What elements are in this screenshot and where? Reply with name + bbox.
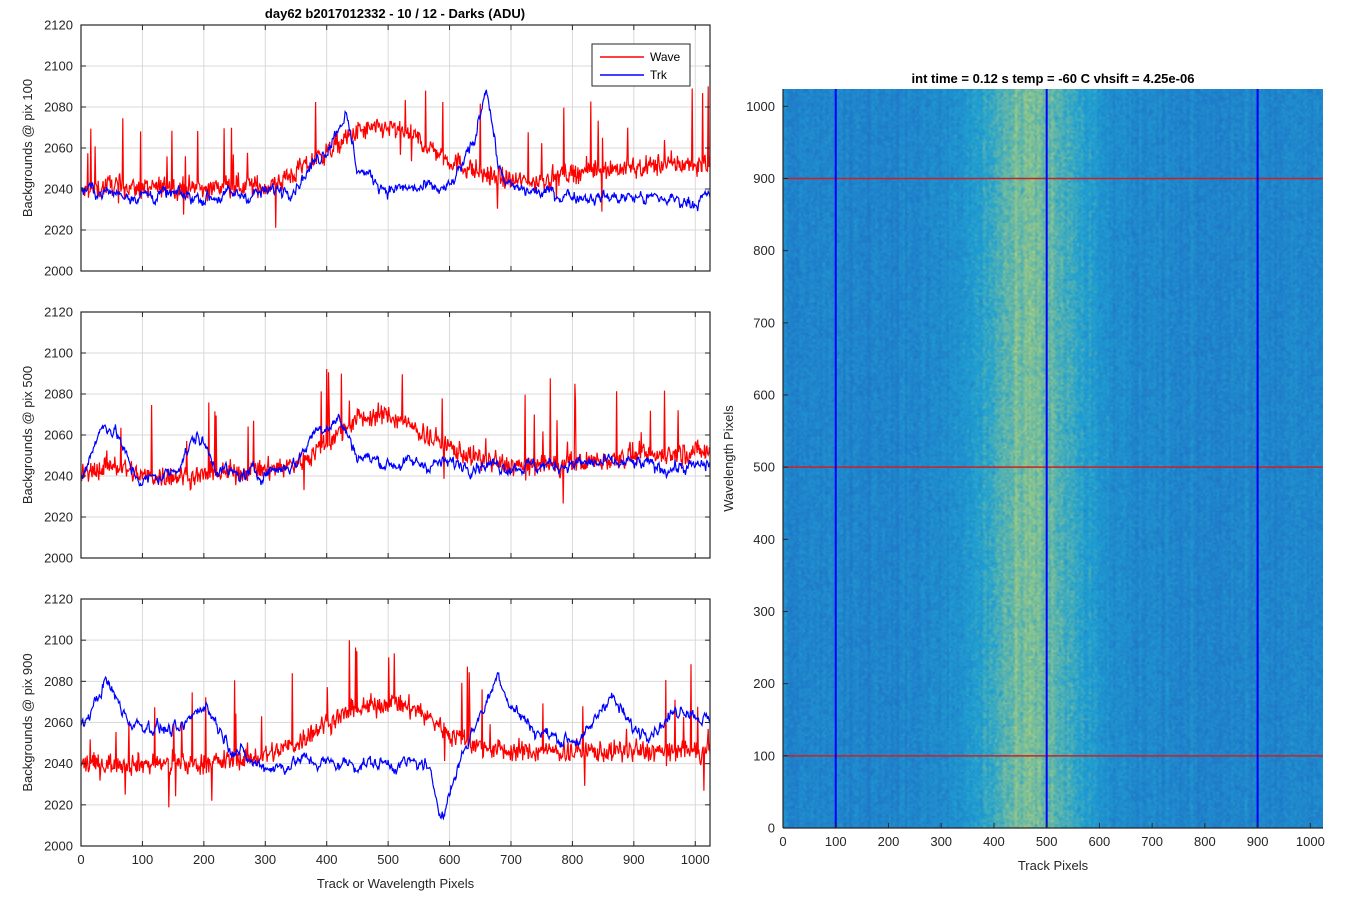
- legend: Wave Trk: [591, 43, 691, 87]
- y-tick-label: 2060: [44, 141, 73, 156]
- x-tick-label: 500: [377, 852, 399, 867]
- y-tick-label: 2040: [44, 756, 73, 771]
- y-tick-label: 2020: [44, 223, 73, 238]
- y-tick-label: 2020: [44, 510, 73, 525]
- x-tick-label: 1000: [1296, 834, 1325, 849]
- y-tick-label: 2100: [44, 346, 73, 361]
- legend-label-trk: Trk: [650, 68, 668, 82]
- x-tick-label: 0: [779, 834, 786, 849]
- y-axis-label: Backgrounds @ pix 500: [20, 366, 35, 504]
- heatmap-title: int time = 0.12 s temp = -60 C vhsift = …: [912, 71, 1195, 86]
- x-tick-label: 500: [1036, 834, 1058, 849]
- x-tick-label: 800: [1194, 834, 1216, 849]
- y-axis-label: Backgrounds @ pix 100: [20, 79, 35, 217]
- x-tick-label: 700: [1141, 834, 1163, 849]
- y-tick-label: 2040: [44, 469, 73, 484]
- y-tick-label: 700: [753, 315, 775, 330]
- y-tick-label: 2040: [44, 182, 73, 197]
- y-tick-label: 2000: [44, 551, 73, 566]
- y-tick-label: 300: [753, 604, 775, 619]
- y-tick-label: 2080: [44, 100, 73, 115]
- y-tick-label: 100: [753, 748, 775, 763]
- y-tick-label: 2080: [44, 674, 73, 689]
- x-tick-label: 400: [316, 852, 338, 867]
- y-tick-label: 500: [753, 460, 775, 475]
- x-tick-label: 700: [500, 852, 522, 867]
- legend-box: [591, 43, 691, 87]
- y-tick-label: 2100: [44, 59, 73, 74]
- series-line-wave: [81, 640, 710, 808]
- line-plot-pix-500: 2000 2020 2040 2060 2080 2100 2120 Backgrounds …: [20, 305, 711, 566]
- x-tick-label: 400: [983, 834, 1005, 849]
- x-tick-label: 300: [254, 852, 276, 867]
- y-tick-label: 2080: [44, 387, 73, 402]
- y-tick-label: 600: [753, 387, 775, 402]
- x-tick-label: 600: [1089, 834, 1111, 849]
- x-tick-label: 100: [825, 834, 847, 849]
- y-tick-label: 1000: [746, 99, 775, 114]
- y-axis-label: Backgrounds @ pix 900: [20, 653, 35, 791]
- y-tick-label: 2000: [44, 264, 73, 279]
- x-tick-label: 900: [1247, 834, 1269, 849]
- y-tick-label: 0: [768, 821, 775, 836]
- series-line-wave: [81, 86, 710, 228]
- y-axis-label: Wavelength Pixels: [721, 405, 736, 512]
- x-tick-label: 100: [132, 852, 154, 867]
- x-tick-label: 800: [562, 852, 584, 867]
- line-plot-pix-100: 2000 2020 2040 2060 2080 2100 2120 Backgrounds …: [20, 18, 711, 279]
- legend-label-wave: Wave: [650, 50, 681, 64]
- heatmap-plot: 0 100 200 300 400 500 600 700 800 900 1000 0 100 200 3…: [721, 71, 1325, 873]
- x-tick-label: 600: [439, 852, 461, 867]
- y-tick-label: 2000: [44, 839, 73, 854]
- y-tick-label: 2100: [44, 633, 73, 648]
- heatmap-image: [783, 89, 1323, 828]
- y-tick-label: 2120: [44, 305, 73, 320]
- x-tick-label: 1000: [681, 852, 710, 867]
- line-plot-pix-900: 0 100 200 300 400 500 600 700 800 900 1000 2000 2020…: [20, 592, 711, 891]
- y-tick-label: 2120: [44, 18, 73, 33]
- x-tick-label: 200: [193, 852, 215, 867]
- y-tick-label: 2060: [44, 715, 73, 730]
- y-tick-label: 900: [753, 171, 775, 186]
- y-tick-label: 2060: [44, 428, 73, 443]
- y-tick-label: 200: [753, 676, 775, 691]
- x-tick-label: 900: [623, 852, 645, 867]
- x-tick-label: 200: [878, 834, 900, 849]
- series-line-trk: [81, 413, 710, 487]
- y-tick-label: 400: [753, 532, 775, 547]
- x-axis-label: Track or Wavelength Pixels: [317, 876, 475, 891]
- series-line-trk: [81, 89, 710, 212]
- y-tick-label: 2120: [44, 592, 73, 607]
- x-tick-label: 300: [930, 834, 952, 849]
- figure-title: day62 b2017012332 - 10 / 12 - Darks (ADU…: [265, 6, 525, 21]
- y-tick-label: 800: [753, 243, 775, 258]
- x-axis-label: Track Pixels: [1018, 858, 1089, 873]
- x-tick-label: 0: [77, 852, 84, 867]
- series-line-trk: [81, 671, 710, 821]
- y-tick-label: 2020: [44, 797, 73, 812]
